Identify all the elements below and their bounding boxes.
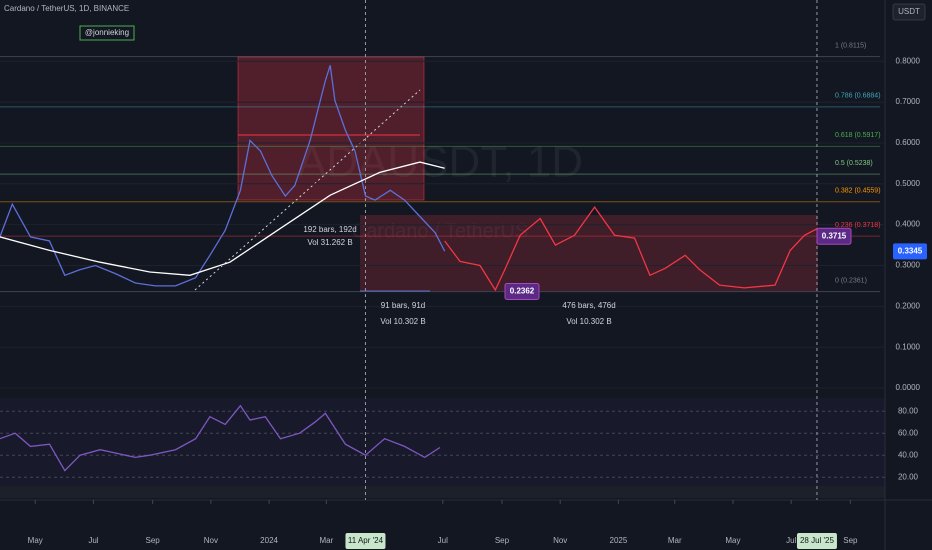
x-tick-label: 2025 (610, 536, 628, 545)
y-tick-label: 0.2000 (896, 301, 921, 310)
y-tick-label: 0.6000 (896, 138, 921, 147)
y-tick-label: 20.00 (898, 472, 919, 481)
y-tick-label: 80.00 (898, 406, 919, 415)
series-line (444, 205, 819, 292)
fib-label: 0.5 (0.5238) (835, 160, 873, 167)
x-tick-label: Jul (88, 536, 98, 545)
date-tag (796, 533, 837, 549)
rsi-pane (0, 398, 885, 486)
price-tag (893, 243, 927, 260)
date-tag (345, 533, 386, 549)
y-tick-label: 0.8000 (896, 56, 921, 65)
x-tick-label: Nov (204, 536, 218, 545)
price-tag (816, 227, 852, 245)
date-tag-label: 11 Apr '24 (348, 536, 384, 545)
currency-label[interactable]: USDT (898, 7, 920, 16)
annotation: Vol 10.302 B (566, 317, 611, 326)
currency-button[interactable] (892, 3, 926, 21)
series-line (0, 404, 441, 472)
y-tick-label: 0.3000 (896, 261, 921, 270)
symbol-title: Cardano / TetherUS, 1D, BINANCE (4, 4, 129, 13)
y-tick-label: 40.00 (898, 450, 919, 459)
fib-label: 0.382 (0.4559) (835, 188, 881, 195)
price-tag-label: 0.3715 (822, 231, 847, 240)
pane-separator (0, 486, 885, 498)
y-tick-label: 0.7000 (896, 97, 921, 106)
author-box (79, 25, 135, 41)
x-tick-label: Nov (553, 536, 567, 545)
annotation: Vol 10.302 B (380, 317, 425, 326)
annotation: Vol 31.262 B (307, 238, 352, 247)
x-tick-label: Sep (495, 536, 510, 545)
annotation: 91 bars, 91d (381, 301, 425, 310)
series-line (0, 65, 446, 287)
plot (0, 0, 885, 500)
projection-box (360, 215, 818, 291)
x-tick-label: 2024 (260, 536, 278, 545)
range-box (237, 56, 425, 201)
x-tick-label: Sep (146, 536, 161, 545)
x-tick-label: May (28, 536, 43, 545)
annotation: 192 bars, 192d (303, 225, 356, 234)
fib-label: 1 (0.8115) (835, 42, 866, 49)
x-tick-label: Sep (843, 536, 858, 545)
annotation: 476 bars, 476d (562, 301, 615, 310)
x-tick-label: Mar (319, 536, 333, 545)
x-tick-label: Mar (668, 536, 682, 545)
price-tag (504, 283, 540, 301)
price-tag-label: 0.2362 (510, 287, 535, 296)
fib-label: 0.786 (0.6884) (835, 93, 881, 100)
y-tick-label: 60.00 (898, 428, 919, 437)
watermark-sub: Cardano / TetherUS (352, 220, 528, 242)
x-tick-label: Jul (438, 536, 448, 545)
fib-label: 0.618 (0.5917) (835, 132, 881, 139)
fib-label: 0 (0.2361) (835, 277, 867, 284)
y-tick-label: 0.5000 (896, 179, 921, 188)
series-line (0, 161, 445, 276)
fib-label: 0.236 (0.3718) (835, 222, 881, 229)
watermark: ADAUSDT, 1D (297, 138, 583, 187)
price-tag-label: 0.3345 (898, 246, 923, 255)
trend-line (194, 89, 421, 291)
x-tick-label: Jul (786, 536, 796, 545)
date-tag-label: 28 Jul '25 (800, 536, 835, 545)
y-tick-label: 0.4000 (896, 220, 921, 229)
y-tick-label: 0.1000 (896, 342, 921, 351)
x-tick-label: May (725, 536, 740, 545)
y-tick-label: 0.0000 (896, 383, 921, 392)
author: @jonnieking (85, 28, 129, 37)
